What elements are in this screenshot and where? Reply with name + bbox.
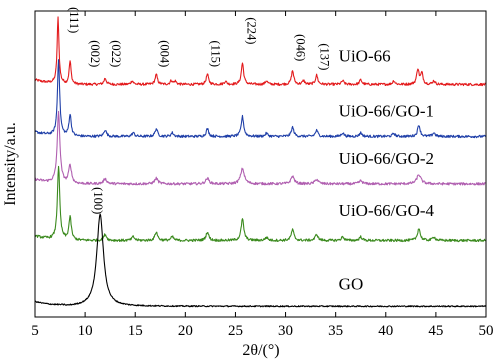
series-line-go bbox=[34, 213, 487, 308]
series-label: UiO-66 bbox=[339, 46, 391, 65]
series-line-uio-66-go-4 bbox=[34, 165, 487, 243]
series-line-uio-66-go-2 bbox=[34, 110, 487, 186]
x-tick-label: 20 bbox=[178, 323, 193, 339]
peak-annotation: (022) bbox=[109, 40, 123, 67]
peak-annotation: (137) bbox=[318, 43, 332, 70]
x-tick-label: 40 bbox=[378, 323, 393, 339]
x-axis-title: 2θ/(°) bbox=[242, 342, 279, 359]
x-tick-label: 5 bbox=[31, 323, 39, 339]
series-label: UiO-66/GO-1 bbox=[339, 102, 434, 121]
x-tick-label: 15 bbox=[128, 323, 143, 339]
series-line-uio-66 bbox=[34, 16, 487, 87]
x-axis: 5 10 15 20 25 30 35 40 45 50 bbox=[31, 11, 494, 339]
peak-annotation: (100) bbox=[91, 187, 105, 214]
series-label: GO bbox=[339, 274, 364, 293]
peak-annotation: (002) bbox=[88, 40, 102, 67]
peak-annotation: (111) bbox=[67, 7, 81, 33]
series-line-uio-66-go-1 bbox=[34, 59, 487, 139]
peak-annotation: (224) bbox=[245, 17, 259, 44]
peak-annotation: (004) bbox=[157, 40, 171, 67]
x-tick-label: 30 bbox=[278, 323, 293, 339]
peak-labels: (111) (002) (022) (004) (115) (224) (046) (137)… bbox=[67, 7, 332, 214]
peak-annotation: (046) bbox=[294, 34, 308, 61]
series-label: UiO-66/GO-2 bbox=[339, 149, 434, 168]
plot-frame bbox=[34, 10, 487, 318]
x-tick-label: 50 bbox=[479, 323, 494, 339]
series-label: UiO-66/GO-4 bbox=[339, 201, 435, 220]
x-tick-label: 35 bbox=[328, 323, 343, 339]
peak-annotation: (115) bbox=[208, 40, 222, 67]
series-labels: UiO-66 UiO-66/GO-1 UiO-66/GO-2 UiO-66/GO-4 G… bbox=[339, 46, 435, 293]
series-curves bbox=[34, 16, 487, 308]
y-axis-title: Intensity/a.u. bbox=[2, 122, 19, 206]
x-tick-label: 45 bbox=[428, 323, 443, 339]
x-tick-label: 10 bbox=[78, 323, 93, 339]
x-tick-label: 25 bbox=[228, 323, 243, 339]
